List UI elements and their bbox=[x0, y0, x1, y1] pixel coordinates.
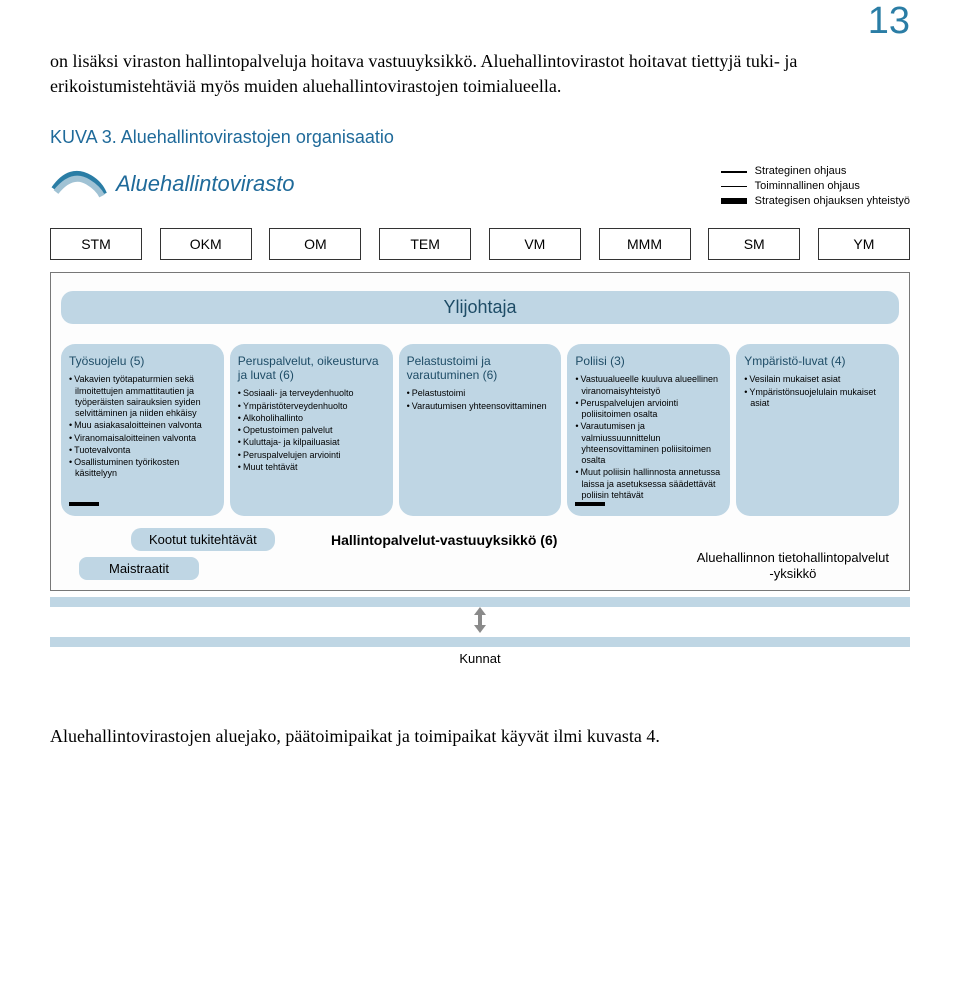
department-item: Peruspalvelujen arviointi poliisitoimen … bbox=[575, 398, 722, 421]
logo-text: Aluehallintovirasto bbox=[116, 171, 295, 197]
intro-paragraph: on lisäksi viraston hallintopalveluja ho… bbox=[50, 49, 910, 99]
department-item: Osallistuminen työrikosten käsittelyyn bbox=[69, 457, 216, 480]
dept-indicator-bar bbox=[69, 502, 99, 506]
department-items: Vastuualueelle kuuluva alueellinen viran… bbox=[575, 374, 722, 502]
organisation-container: Ylijohtaja Työsuojelu (5) Vakavien työtap… bbox=[50, 272, 910, 591]
tietohallinto-label: Aluehallinnon tietohallintopalvelut -yks… bbox=[697, 550, 889, 581]
departments-row: Työsuojelu (5) Vakavien työtapaturmien se… bbox=[61, 344, 899, 516]
connector-bars bbox=[50, 597, 910, 647]
figure-caption: KUVA 3. Aluehallintovirastojen organisaa… bbox=[50, 127, 910, 148]
department-item: Ympäristönsuojelulain mukaiset asiat bbox=[744, 387, 891, 410]
hallintopalvelut-label: Hallintopalvelut-vastuuyksikkö (6) bbox=[331, 532, 557, 548]
legend-mark-thick bbox=[721, 198, 747, 204]
department-title: Työsuojelu (5) bbox=[69, 354, 216, 368]
legend-label: Strategisen ohjauksen yhteistyö bbox=[755, 194, 910, 209]
legend-mark-thin bbox=[721, 186, 747, 187]
double-arrow-icon bbox=[473, 607, 487, 633]
kunnat-label: Kunnat bbox=[50, 651, 910, 666]
department-item: Varautumisen ja valmiussuunnittelun yhte… bbox=[575, 421, 722, 466]
page-number: 13 bbox=[50, 0, 910, 43]
department-items: Pelastustoimi Varautumisen yhteensovittam… bbox=[407, 388, 554, 413]
ministry-box: OKM bbox=[160, 228, 252, 260]
department-items: Vakavien työtapaturmien sekä ilmoitettuj… bbox=[69, 374, 216, 480]
legend-label: Strateginen ohjaus bbox=[755, 164, 847, 179]
org-diagram: Aluehallintovirasto Strateginen ohjaus T… bbox=[50, 164, 910, 666]
logo-icon bbox=[50, 164, 108, 204]
department-box: Peruspalvelut, oikeusturva ja luvat (6) S… bbox=[230, 344, 393, 516]
ministry-box: TEM bbox=[379, 228, 471, 260]
department-title: Pelastustoimi ja varautuminen (6) bbox=[407, 354, 554, 382]
department-item: Vakavien työtapaturmien sekä ilmoitettuj… bbox=[69, 374, 216, 419]
department-box: Työsuojelu (5) Vakavien työtapaturmien se… bbox=[61, 344, 224, 516]
legend-mark-solid bbox=[721, 171, 747, 173]
department-item: Vesilain mukaiset asiat bbox=[744, 374, 891, 385]
department-item: Muut tehtävät bbox=[238, 462, 385, 473]
department-box: Pelastustoimi ja varautuminen (6) Pelastu… bbox=[399, 344, 562, 516]
department-title: Peruspalvelut, oikeusturva ja luvat (6) bbox=[238, 354, 385, 382]
ministry-box: VM bbox=[489, 228, 581, 260]
department-title: Ympäristö-luvat (4) bbox=[744, 354, 891, 368]
ministry-box: SM bbox=[708, 228, 800, 260]
bottom-area: Hallintopalvelut-vastuuyksikkö (6) Kootu… bbox=[61, 528, 899, 580]
department-box: Poliisi (3) Vastuualueelle kuuluva alueel… bbox=[567, 344, 730, 516]
ministry-box: STM bbox=[50, 228, 142, 260]
department-item: Pelastustoimi bbox=[407, 388, 554, 399]
legend-label: Toiminnallinen ohjaus bbox=[755, 179, 860, 194]
department-item: Kuluttaja- ja kilpailuasiat bbox=[238, 437, 385, 448]
department-item: Peruspalvelujen arviointi bbox=[238, 450, 385, 461]
department-title: Poliisi (3) bbox=[575, 354, 722, 368]
department-item: Tuotevalvonta bbox=[69, 445, 216, 456]
department-item: Varautumisen yhteensovittaminen bbox=[407, 401, 554, 412]
ministry-box: MMM bbox=[599, 228, 691, 260]
bottom-paragraph: Aluehallintovirastojen aluejako, päätoim… bbox=[50, 726, 910, 747]
department-item: Muu asiakasaloitteinen valvonta bbox=[69, 420, 216, 431]
department-item: Vastuualueelle kuuluva alueellinen viran… bbox=[575, 374, 722, 397]
department-box: Ympäristö-luvat (4) Vesilain mukaiset asi… bbox=[736, 344, 899, 516]
department-item: Muut poliisin hallinnosta annetussa lais… bbox=[575, 467, 722, 501]
kootut-tukitehtavat-box: Kootut tukitehtävät bbox=[131, 528, 275, 551]
ministry-box: YM bbox=[818, 228, 910, 260]
ylijohtaja-box: Ylijohtaja bbox=[61, 291, 899, 324]
ministry-box: OM bbox=[269, 228, 361, 260]
legend: Strateginen ohjaus Toiminnallinen ohjaus… bbox=[721, 164, 910, 209]
department-item: Sosiaali- ja terveydenhuolto bbox=[238, 388, 385, 399]
department-items: Vesilain mukaiset asiat Ympäristönsuojelu… bbox=[744, 374, 891, 410]
department-items: Sosiaali- ja terveydenhuolto Ympäristöter… bbox=[238, 388, 385, 474]
department-item: Ympäristöterveydenhuolto bbox=[238, 401, 385, 412]
department-item: Opetustoimen palvelut bbox=[238, 425, 385, 436]
department-item: Alkoholihallinto bbox=[238, 413, 385, 424]
ministries-row: STM OKM OM TEM VM MMM SM YM bbox=[50, 228, 910, 260]
department-item: Viranomaisaloitteinen valvonta bbox=[69, 433, 216, 444]
maistraatit-box: Maistraatit bbox=[79, 557, 199, 580]
dept-indicator-bar bbox=[575, 502, 605, 506]
